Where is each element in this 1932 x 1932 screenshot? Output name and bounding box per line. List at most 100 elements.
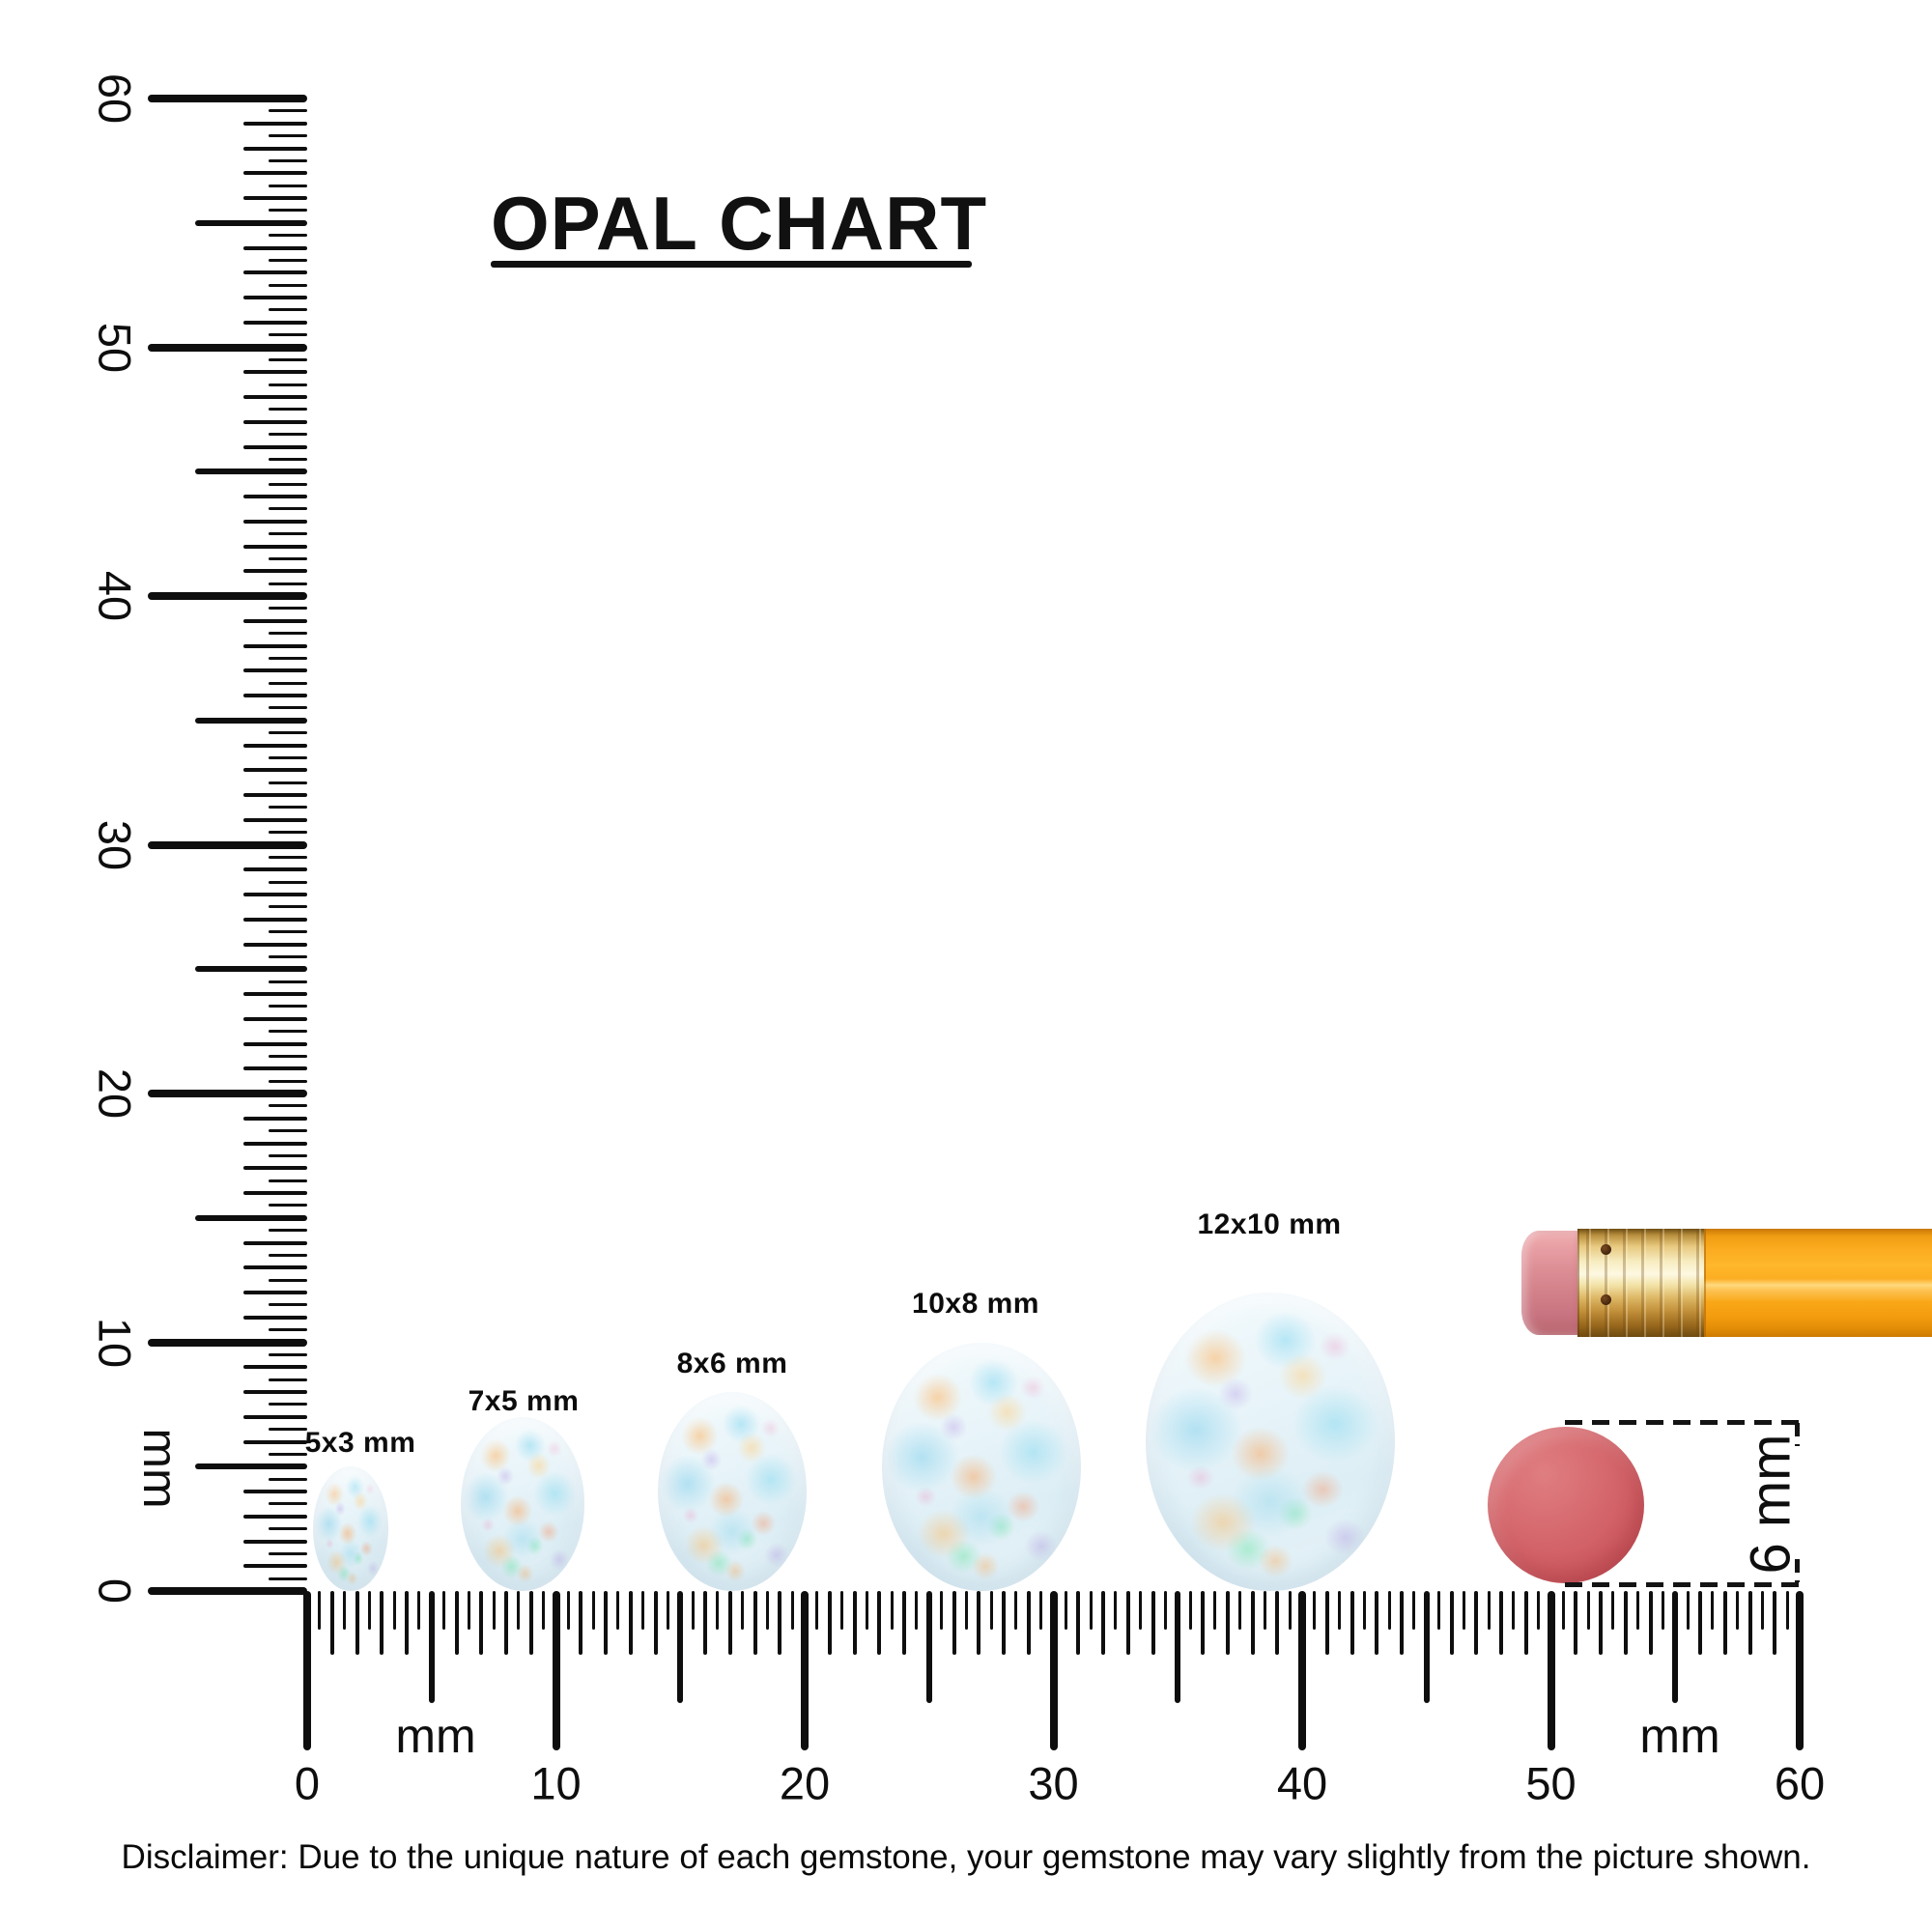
vertical-ruler-tick (243, 121, 307, 126)
horizontal-ruler-tick (1298, 1591, 1306, 1750)
horizontal-ruler-tick (528, 1591, 533, 1655)
vertical-ruler-tick (269, 1054, 307, 1058)
horizontal-ruler-tick (1661, 1591, 1664, 1630)
vertical-ruler-tick (243, 643, 307, 648)
horizontal-ruler-tick (1672, 1591, 1679, 1703)
horizontal-ruler-tick (1711, 1591, 1715, 1630)
vertical-ruler-number: 60 (89, 72, 141, 125)
ferrule-crimp-dot (1601, 1294, 1611, 1305)
vertical-ruler-tick (269, 209, 307, 213)
vertical-ruler-tick (269, 1104, 307, 1108)
horizontal-ruler-tick (1760, 1591, 1764, 1630)
vertical-ruler-tick (243, 196, 307, 200)
vertical-ruler-tick (269, 408, 307, 412)
horizontal-ruler-tick (877, 1591, 882, 1655)
horizontal-ruler-tick (1250, 1591, 1255, 1655)
horizontal-ruler-tick (1449, 1591, 1454, 1655)
horizontal-ruler-tick (716, 1591, 720, 1630)
vertical-ruler-tick (243, 1439, 307, 1444)
vertical-ruler-tick (195, 717, 307, 724)
opal-size-label: 10x8 mm (912, 1288, 1039, 1320)
vertical-ruler-tick (243, 296, 307, 299)
vertical-ruler-tick (269, 681, 307, 685)
opal-10x8mm (882, 1342, 1081, 1591)
horizontal-ruler-number: 20 (779, 1757, 831, 1809)
vertical-ruler-tick (269, 457, 307, 461)
vertical-ruler-tick (269, 1352, 307, 1356)
round-eraser (1488, 1427, 1644, 1583)
vertical-ruler-tick (269, 632, 307, 636)
horizontal-ruler-tick (542, 1591, 546, 1630)
vertical-ruler-tick (269, 980, 307, 983)
horizontal-ruler-tick (591, 1591, 595, 1630)
horizontal-ruler-number: 0 (294, 1757, 321, 1809)
horizontal-ruler-tick (1114, 1591, 1118, 1630)
horizontal-ruler-number: 30 (1028, 1757, 1079, 1809)
horizontal-ruler-unit: mm (395, 1709, 476, 1763)
vertical-ruler-tick (243, 1414, 307, 1419)
vertical-ruler-tick (243, 1016, 307, 1021)
horizontal-ruler-tick (442, 1591, 446, 1630)
vertical-ruler-number: 0 (89, 1577, 141, 1605)
vertical-ruler-tick (269, 532, 307, 536)
horizontal-ruler-tick (1188, 1591, 1192, 1630)
opal-12x10mm (1146, 1293, 1395, 1591)
vertical-ruler-tick (269, 258, 307, 262)
horizontal-ruler-tick (940, 1591, 944, 1630)
vertical-ruler-tick (243, 270, 307, 275)
vertical-ruler-tick (243, 519, 307, 524)
horizontal-ruler-tick (790, 1591, 794, 1630)
vertical-ruler-tick (195, 219, 307, 226)
vertical-ruler-tick (243, 1564, 307, 1569)
horizontal-ruler-tick (343, 1591, 347, 1630)
horizontal-ruler-tick (517, 1591, 521, 1630)
horizontal-ruler-tick (1785, 1591, 1789, 1630)
vertical-ruler-tick (243, 569, 307, 574)
pencil-body (1704, 1229, 1932, 1337)
horizontal-ruler-tick (964, 1591, 968, 1630)
horizontal-ruler-tick (1039, 1591, 1043, 1630)
vertical-ruler-tick (243, 444, 307, 449)
horizontal-ruler-tick (1487, 1591, 1491, 1630)
horizontal-ruler-tick (840, 1591, 844, 1630)
vertical-ruler-tick (269, 1253, 307, 1257)
horizontal-ruler-tick (1125, 1591, 1130, 1655)
horizontal-ruler-number: 40 (1276, 1757, 1328, 1809)
vertical-ruler-tick (243, 1390, 307, 1394)
horizontal-ruler-tick (1636, 1591, 1640, 1630)
horizontal-ruler-tick (1747, 1591, 1752, 1655)
horizontal-ruler-tick (504, 1591, 508, 1655)
horizontal-ruler-tick (1722, 1591, 1727, 1655)
vertical-ruler-tick (269, 507, 307, 511)
vertical-ruler-tick (195, 966, 307, 973)
opal-size-label: 7x5 mm (468, 1385, 580, 1417)
vertical-ruler-tick (269, 1551, 307, 1555)
vertical-ruler-tick (269, 755, 307, 759)
vertical-ruler-tick (269, 855, 307, 859)
opal-size-label: 12x10 mm (1197, 1208, 1342, 1240)
horizontal-ruler-tick (1623, 1591, 1628, 1655)
horizontal-ruler-tick (1561, 1591, 1565, 1630)
horizontal-ruler-tick (552, 1591, 560, 1750)
horizontal-ruler-tick (865, 1591, 868, 1630)
vertical-ruler-tick (269, 308, 307, 312)
vertical-ruler-tick (243, 1066, 307, 1071)
horizontal-ruler-tick (653, 1591, 658, 1655)
horizontal-ruler-tick (666, 1591, 669, 1630)
vertical-ruler-tick (269, 1477, 307, 1481)
vertical-ruler-tick (243, 1116, 307, 1121)
horizontal-ruler-tick (977, 1591, 981, 1655)
vertical-ruler-tick (243, 817, 307, 822)
vertical-ruler-tick (148, 95, 307, 102)
horizontal-ruler-tick (1350, 1591, 1354, 1655)
vertical-ruler-tick (269, 357, 307, 361)
horizontal-ruler-tick (1275, 1591, 1280, 1655)
vertical-ruler-tick (195, 1214, 307, 1221)
horizontal-ruler-tick (628, 1591, 633, 1655)
vertical-ruler-tick (269, 1204, 307, 1208)
horizontal-ruler-tick (1512, 1591, 1516, 1630)
vertical-ruler-tick (269, 781, 307, 784)
horizontal-ruler-tick (1263, 1591, 1266, 1630)
horizontal-ruler-tick (677, 1591, 684, 1703)
horizontal-ruler-tick (417, 1591, 421, 1630)
